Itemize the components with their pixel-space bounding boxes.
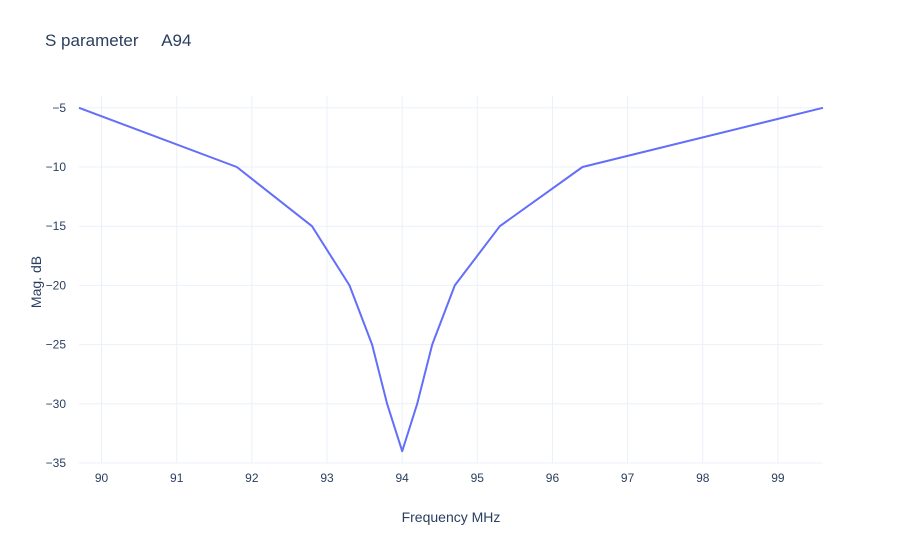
series-layer	[78, 106, 824, 453]
x-axis-title: Frequency MHz	[402, 509, 501, 525]
x-axis-ticks: 90 91 92 93 94 95 96 97 98 99	[95, 471, 785, 485]
x-tick-label: 93	[320, 471, 334, 485]
y-axis-title: Mag. dB	[28, 256, 44, 308]
y-tick-label: −10	[46, 160, 67, 174]
x-tick-label: 95	[471, 471, 485, 485]
y-tick-label: −20	[46, 278, 67, 292]
x-tick-label: 92	[245, 471, 259, 485]
y-tick-label: −15	[46, 219, 67, 233]
x-tick-label: 94	[395, 471, 409, 485]
chart-title: S parameter A94	[45, 31, 191, 50]
x-tick-label: 98	[696, 471, 710, 485]
y-tick-label: −35	[46, 456, 67, 470]
x-tick-label: 97	[621, 471, 635, 485]
y-tick-label: −5	[52, 101, 66, 115]
y-axis-ticks: −35 −30 −25 −20 −15 −10 −5	[46, 101, 67, 470]
y-tick-label: −30	[46, 397, 67, 411]
x-tick-label: 91	[170, 471, 184, 485]
x-tick-label: 96	[546, 471, 560, 485]
series-line	[78, 106, 824, 453]
grid-lines	[79, 96, 823, 464]
y-tick-label: −25	[46, 338, 67, 352]
x-tick-label: 90	[95, 471, 109, 485]
x-tick-label: 99	[771, 471, 785, 485]
